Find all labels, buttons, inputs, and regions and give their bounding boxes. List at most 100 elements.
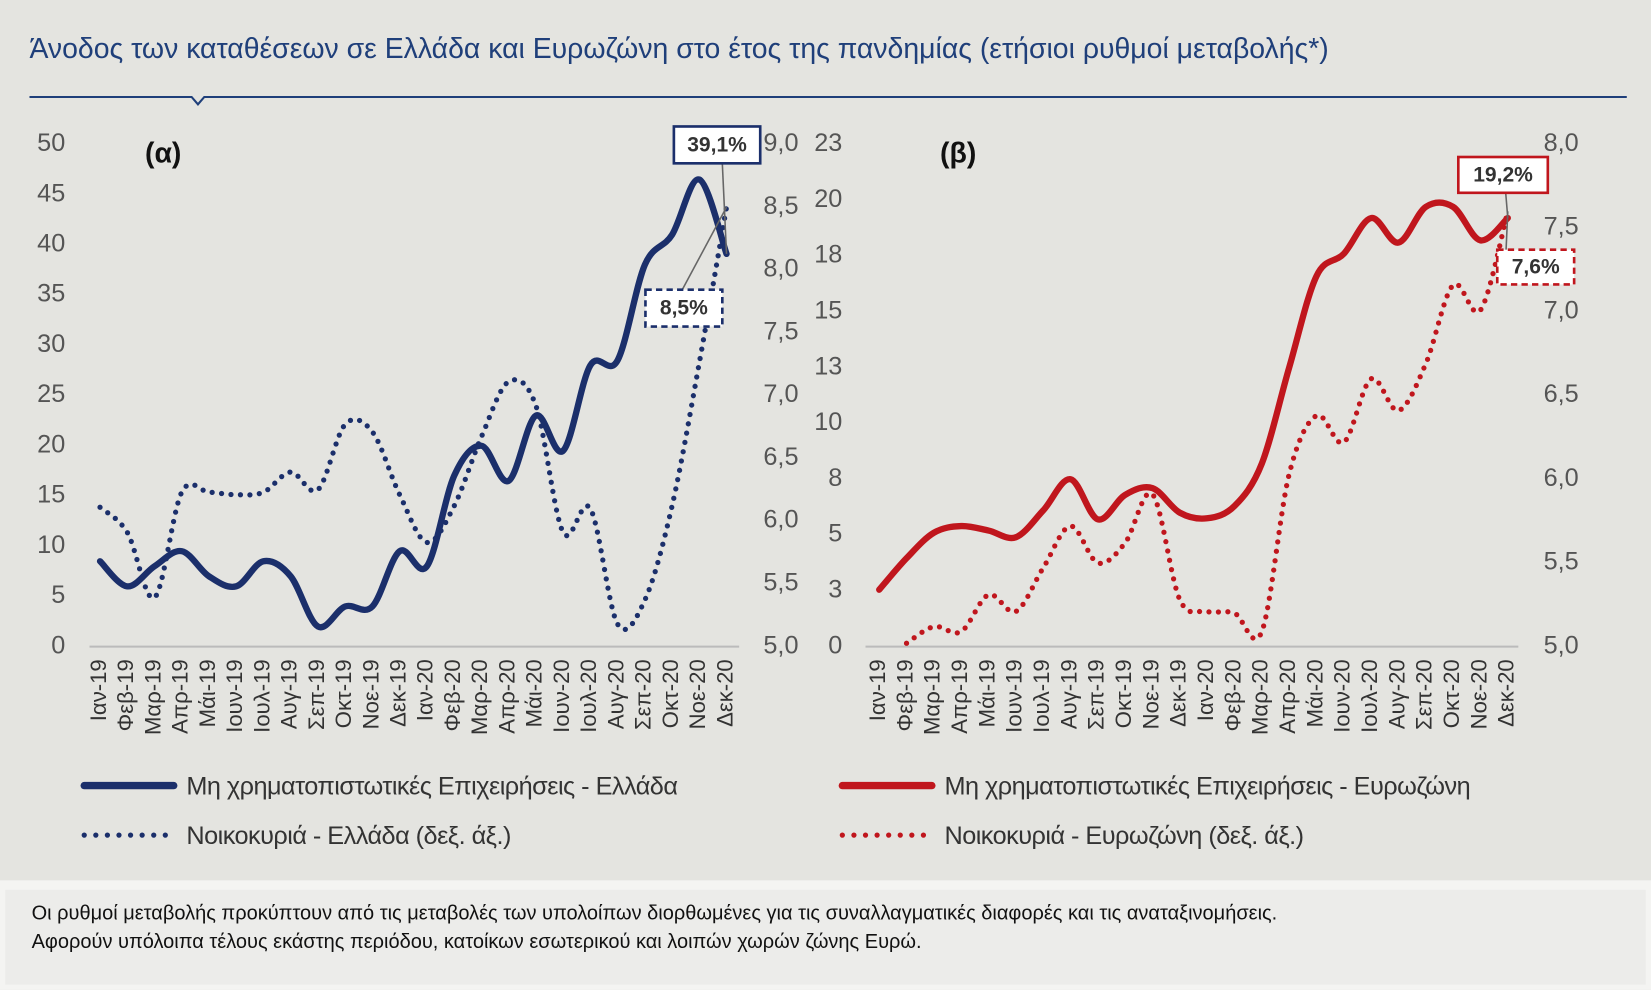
y2-tick-label: 7,0 (1544, 296, 1579, 324)
y-tick-label: 0 (51, 631, 65, 659)
y-tick-label: 3 (828, 575, 842, 603)
y-tick-label: 25 (37, 380, 65, 408)
title: Άνοδος των καταθέσεων σε Ελλάδα και Ευρω… (29, 33, 1328, 65)
x-tick-label: Δεκ-20 (712, 659, 737, 727)
legend-label: Νοικοκυριά - Ελλάδα (δεξ. άξ.) (186, 822, 510, 850)
y2-tick-label: 6,0 (1544, 464, 1579, 492)
footnote: Αφορούν υπόλοιπα τέλους εκάστης περιόδου… (32, 931, 922, 953)
legend-label: Νοικοκυριά - Ευρωζώνη (δεξ. άξ.) (944, 822, 1303, 850)
x-tick-label: Αυγ-19 (277, 659, 302, 729)
line (96, 176, 730, 631)
x-tick-label: Φεβ-19 (113, 659, 138, 731)
annotation: 8,5% (660, 297, 708, 320)
x-tick-label: Νοε-20 (1466, 659, 1491, 729)
x-tick-label: Αυγ-19 (1056, 659, 1081, 729)
y2-tick-label: 6,0 (763, 506, 798, 534)
x-tick-label: Ιαν-20 (1193, 659, 1218, 721)
x-tick-label: Φεβ-20 (1220, 659, 1245, 731)
dotted-line (903, 208, 1511, 646)
legend-label: Μη χρηματοπιστωτικές Επιχειρήσεις - Ευρω… (944, 772, 1470, 800)
x-tick-label: Απρ-19 (947, 659, 972, 734)
y-tick-label: 8 (828, 464, 842, 492)
y-tick-label: 40 (37, 229, 65, 257)
y2-tick-label: 6,5 (763, 443, 798, 471)
annotation-leader (721, 163, 728, 254)
x-tick-label: Δεκ-19 (386, 659, 411, 727)
y2-tick-label: 8,5 (763, 192, 798, 220)
panel-label: (β) (940, 137, 976, 169)
y-tick-label: 35 (37, 280, 65, 308)
title-rule (29, 95, 1627, 106)
x-tick-label: Μαρ-19 (920, 659, 945, 735)
x-tick-label: Αυγ-20 (603, 659, 628, 729)
x-tick-label: Δεκ-20 (1494, 659, 1519, 727)
y-tick-label: 15 (814, 296, 842, 324)
chart-background (0, 0, 1651, 880)
x-tick-label: Ιουλ-19 (249, 659, 274, 733)
y-tick-label: 23 (814, 129, 842, 157)
annotation-box (1495, 248, 1576, 286)
legend-label: Μη χρηματοπιστωτικές Επιχειρήσεις - Ελλά… (186, 772, 677, 800)
x-tick-label: Ιουλ-20 (576, 659, 601, 733)
x-tick-label: Ιαν-19 (865, 659, 890, 721)
annotation: 7,6% (1512, 256, 1560, 279)
x-tick-label: Φεβ-19 (892, 659, 917, 731)
x-tick-label: Απρ-20 (1275, 659, 1300, 734)
x-tick-label: Οκτ-20 (1439, 659, 1464, 728)
x-tick-label: Δεκ-19 (1166, 659, 1191, 727)
x-tick-label: Αυγ-20 (1384, 659, 1409, 729)
annotation: 39,1% (687, 134, 747, 157)
y2-tick-label: 9,0 (763, 129, 798, 157)
y-tick-label: 20 (814, 185, 842, 213)
x-tick-label: Μάι-19 (195, 659, 220, 727)
x-tick-label: Φεβ-20 (440, 659, 465, 731)
y2-tick-label: 8,0 (763, 255, 798, 283)
y2-tick-label: 7,0 (763, 380, 798, 408)
x-tick-label: Ιαν-19 (86, 659, 111, 721)
x-tick-label: Νοε-19 (1138, 659, 1163, 729)
y2-tick-label: 7,5 (763, 317, 798, 345)
x-tick-label: Ιουν-19 (222, 659, 247, 733)
y-tick-label: 45 (37, 179, 65, 207)
x-tick-label: Μάι-19 (974, 659, 999, 727)
x-tick-label: Οκτ-19 (1111, 659, 1136, 728)
y-tick-label: 13 (814, 352, 842, 380)
footnote-box (5, 889, 1646, 985)
annotation-leader (681, 206, 728, 291)
x-tick-label: Μαρ-20 (467, 659, 492, 735)
y2-tick-label: 5,0 (1544, 631, 1579, 659)
y2-tick-label: 5,5 (1544, 548, 1579, 576)
footnote: Οι ρυθμοί μεταβολής προκύπτουν από τις μ… (32, 902, 1278, 924)
y-tick-label: 0 (828, 631, 842, 659)
panel-label: (α) (145, 137, 181, 169)
x-tick-label: Σεπ-19 (304, 659, 329, 730)
annotation: 19,2% (1473, 164, 1533, 187)
x-tick-label: Ιουν-19 (1002, 659, 1027, 733)
x-tick-label: Ιουν-20 (1330, 659, 1355, 733)
x-tick-label: Μαρ-20 (1248, 659, 1273, 735)
annotation-box (1456, 155, 1550, 195)
x-tick-label: Σεπ-20 (631, 659, 656, 730)
y-tick-label: 10 (814, 408, 842, 436)
y-tick-label: 50 (37, 129, 65, 157)
y2-tick-label: 6,5 (1544, 380, 1579, 408)
x-tick-label: Μάι-20 (1302, 659, 1327, 727)
x-tick-label: Σεπ-20 (1412, 659, 1437, 730)
annotation-box (672, 125, 762, 165)
y-tick-label: 5 (51, 581, 65, 609)
x-tick-label: Απρ-20 (494, 659, 519, 734)
y-tick-label: 20 (37, 430, 65, 458)
x-tick-label: Ιουλ-19 (1029, 659, 1054, 733)
x-tick-label: Μαρ-19 (140, 659, 165, 735)
x-tick-label: Μάι-20 (522, 659, 547, 727)
annotation-box (644, 288, 724, 328)
y-tick-label: 5 (828, 520, 842, 548)
x-tick-label: Οκτ-20 (658, 659, 683, 728)
line (876, 199, 1511, 593)
y2-tick-label: 5,0 (763, 631, 798, 659)
y-tick-label: 30 (37, 330, 65, 358)
x-tick-label: Νοε-20 (685, 659, 710, 729)
x-tick-label: Οκτ-19 (331, 659, 356, 728)
y-tick-label: 18 (814, 241, 842, 269)
